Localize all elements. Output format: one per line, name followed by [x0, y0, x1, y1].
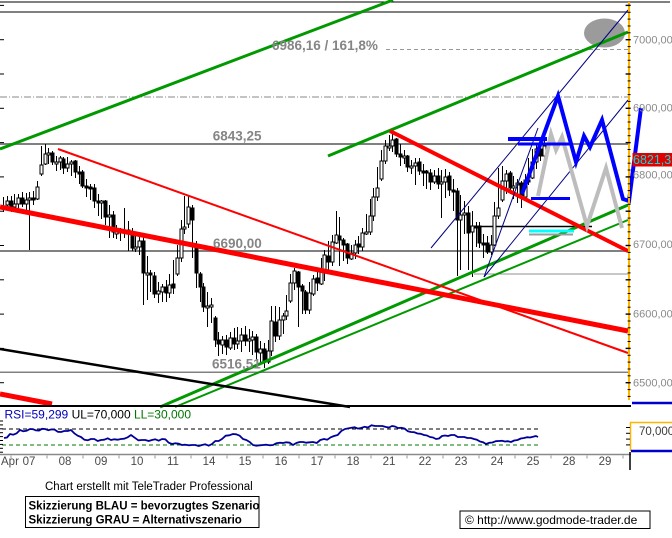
- svg-text:70,000: 70,000: [639, 426, 672, 438]
- svg-text:6900,00: 6900,00: [633, 103, 672, 115]
- svg-text:10: 10: [131, 456, 144, 468]
- svg-text:11: 11: [167, 456, 179, 468]
- svg-text:28: 28: [563, 456, 576, 468]
- svg-text:16: 16: [275, 456, 288, 468]
- svg-text:23: 23: [455, 456, 468, 468]
- svg-text:Skizzierung GRAU = Alternativs: Skizzierung GRAU = Alternativszenario: [29, 515, 242, 527]
- svg-text:6600,00: 6600,00: [633, 309, 672, 321]
- svg-text:07: 07: [23, 456, 36, 468]
- svg-text:6700,00: 6700,00: [633, 239, 672, 251]
- svg-text:6821,32: 6821,32: [633, 153, 672, 167]
- svg-text:6690,00: 6690,00: [213, 236, 262, 251]
- svg-text:15: 15: [239, 456, 252, 468]
- svg-text:09: 09: [95, 456, 108, 468]
- svg-text:17: 17: [311, 456, 324, 468]
- svg-text:6516,51: 6516,51: [212, 356, 261, 371]
- svg-text:Chart erstellt mit TeleTrader: Chart erstellt mit TeleTrader Profession…: [45, 481, 253, 493]
- svg-text:6500,00: 6500,00: [633, 378, 672, 390]
- svg-text:21: 21: [383, 456, 396, 468]
- svg-text:24: 24: [491, 456, 504, 468]
- svg-text:25: 25: [527, 456, 540, 468]
- svg-text:6986,16 / 161,8%: 6986,16 / 161,8%: [272, 38, 378, 53]
- svg-text:Skizzierung BLAU = bevorzugtes: Skizzierung BLAU = bevorzugtes Szenario: [29, 501, 260, 513]
- svg-text:18: 18: [347, 456, 360, 468]
- svg-text:08: 08: [59, 456, 72, 468]
- svg-text:© http://www.godmode-trader.de: © http://www.godmode-trader.de: [465, 513, 638, 527]
- svg-text:6800,00: 6800,00: [633, 170, 672, 182]
- svg-text:6843,25: 6843,25: [213, 128, 262, 143]
- svg-text:29: 29: [599, 456, 612, 468]
- svg-text:Apr: Apr: [1, 456, 19, 468]
- svg-text:14: 14: [203, 456, 216, 468]
- svg-text:7000,00: 7000,00: [633, 35, 672, 47]
- svg-text:22: 22: [419, 456, 432, 468]
- svg-text:RSI=59,299 UL=70,000 LL=30,000: RSI=59,299 UL=70,000 LL=30,000: [5, 408, 192, 422]
